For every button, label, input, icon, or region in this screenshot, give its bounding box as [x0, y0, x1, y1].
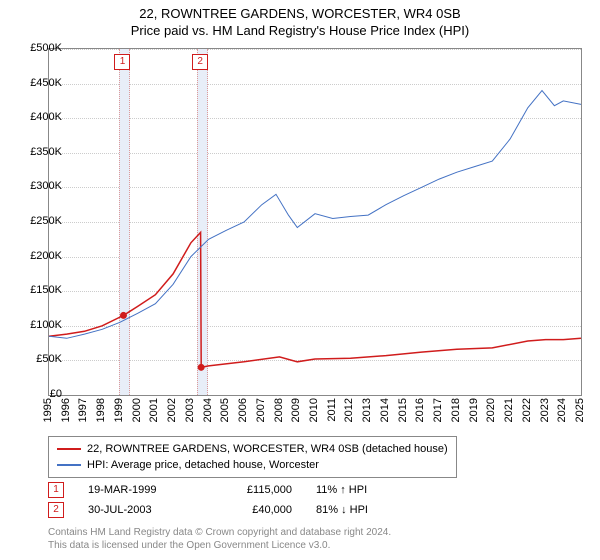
legend-label: 22, ROWNTREE GARDENS, WORCESTER, WR4 0SB… [87, 441, 448, 457]
sale-row-marker: 2 [48, 502, 64, 518]
legend: 22, ROWNTREE GARDENS, WORCESTER, WR4 0SB… [48, 436, 457, 478]
y-axis-label: £50K [18, 353, 62, 365]
legend-swatch [57, 448, 81, 450]
x-axis-label: 2018 [450, 398, 462, 422]
x-axis-label: 2022 [521, 398, 533, 422]
y-axis-label: £500K [18, 42, 62, 54]
y-axis-label: £350K [18, 146, 62, 158]
chart-container: 22, ROWNTREE GARDENS, WORCESTER, WR4 0SB… [0, 0, 600, 560]
footnote-line1: Contains HM Land Registry data © Crown c… [48, 526, 391, 539]
series-line [49, 232, 581, 367]
sale-row: 1 19-MAR-1999 £115,000 11% ↑ HPI [48, 480, 406, 500]
x-axis-label: 2019 [468, 398, 480, 422]
sale-marker-label: 2 [192, 54, 208, 70]
sale-dot [198, 364, 205, 371]
legend-swatch [57, 464, 81, 466]
x-axis-label: 2003 [184, 398, 196, 422]
footnote-line2: This data is licensed under the Open Gov… [48, 539, 391, 552]
series-line [49, 91, 581, 339]
sale-marker-label: 1 [114, 54, 130, 70]
sale-price: £115,000 [222, 484, 292, 496]
legend-label: HPI: Average price, detached house, Worc… [87, 457, 319, 473]
y-axis-label: £200K [18, 250, 62, 262]
sale-delta: 81% ↓ HPI [316, 504, 406, 516]
y-axis-label: £400K [18, 111, 62, 123]
title-block: 22, ROWNTREE GARDENS, WORCESTER, WR4 0SB… [0, 0, 600, 38]
x-axis-label: 2020 [485, 398, 497, 422]
y-axis-label: £100K [18, 319, 62, 331]
x-axis-label: 2024 [556, 398, 568, 422]
x-axis-label: 2023 [539, 398, 551, 422]
sales-table: 1 19-MAR-1999 £115,000 11% ↑ HPI 2 30-JUL-200… [48, 480, 406, 520]
title-subtitle: Price paid vs. HM Land Registry's House … [0, 23, 600, 38]
chart-svg [49, 49, 581, 395]
x-axis-label: 2009 [290, 398, 302, 422]
x-axis-label: 1997 [77, 398, 89, 422]
x-axis-label: 2005 [219, 398, 231, 422]
x-axis-label: 2012 [343, 398, 355, 422]
legend-item: HPI: Average price, detached house, Worc… [57, 457, 448, 473]
x-axis-label: 2002 [166, 398, 178, 422]
x-axis-label: 1995 [42, 398, 54, 422]
x-axis-label: 2001 [148, 398, 160, 422]
x-axis-label: 2007 [255, 398, 267, 422]
x-axis-label: 1998 [95, 398, 107, 422]
legend-item: 22, ROWNTREE GARDENS, WORCESTER, WR4 0SB… [57, 441, 448, 457]
x-axis-label: 2006 [237, 398, 249, 422]
x-axis-label: 2010 [308, 398, 320, 422]
x-axis-label: 2013 [361, 398, 373, 422]
y-axis-label: £450K [18, 77, 62, 89]
x-axis-label: 2008 [273, 398, 285, 422]
sale-delta: 11% ↑ HPI [316, 484, 406, 496]
sale-row: 2 30-JUL-2003 £40,000 81% ↓ HPI [48, 500, 406, 520]
sale-row-marker: 1 [48, 482, 64, 498]
sale-price: £40,000 [222, 504, 292, 516]
y-axis-label: £300K [18, 180, 62, 192]
x-axis-label: 2000 [131, 398, 143, 422]
x-axis-label: 2014 [379, 398, 391, 422]
y-axis-label: £150K [18, 284, 62, 296]
x-axis-label: 2017 [432, 398, 444, 422]
sale-date: 19-MAR-1999 [88, 484, 198, 496]
x-axis-label: 2015 [397, 398, 409, 422]
title-address: 22, ROWNTREE GARDENS, WORCESTER, WR4 0SB [0, 6, 600, 21]
x-axis-label: 2025 [574, 398, 586, 422]
plot-area [48, 48, 582, 396]
x-axis-label: 1999 [113, 398, 125, 422]
x-axis-label: 2004 [202, 398, 214, 422]
x-axis-label: 1996 [60, 398, 72, 422]
sale-dot [120, 312, 127, 319]
y-axis-label: £250K [18, 215, 62, 227]
sale-date: 30-JUL-2003 [88, 504, 198, 516]
x-axis-label: 2016 [414, 398, 426, 422]
x-axis-label: 2021 [503, 398, 515, 422]
y-axis-label: £0 [18, 388, 62, 400]
footnote: Contains HM Land Registry data © Crown c… [48, 526, 391, 552]
x-axis-label: 2011 [326, 398, 338, 422]
